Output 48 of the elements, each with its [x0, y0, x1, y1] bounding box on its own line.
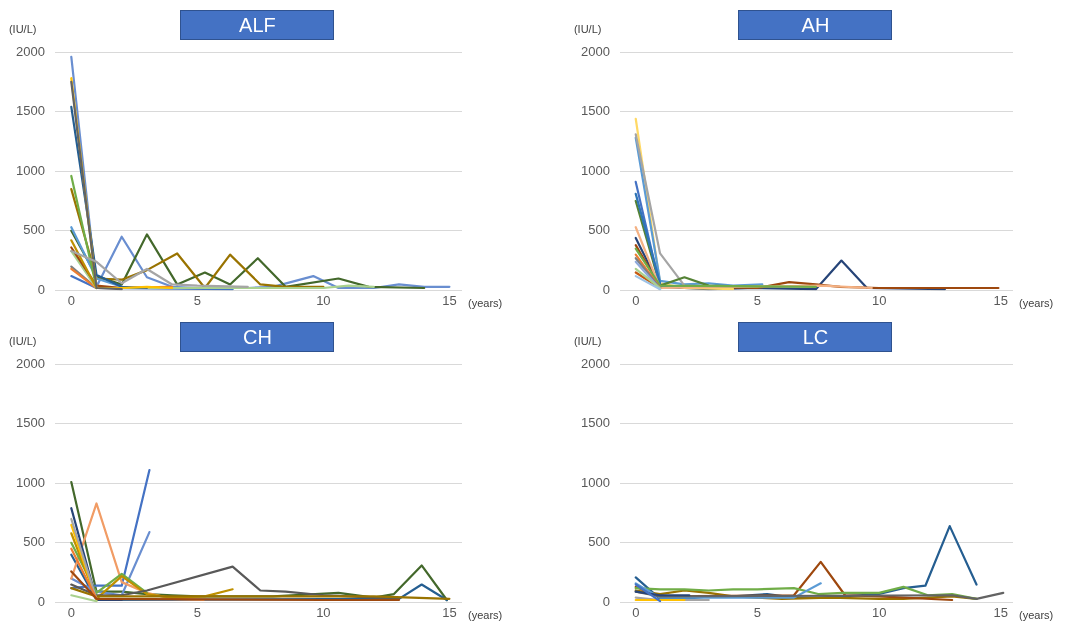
x-tick-label: 10 [316, 292, 331, 308]
y-tick-label: 1500 [581, 415, 610, 431]
x-tick-label: 5 [193, 292, 201, 308]
y-tick-label: 500 [23, 222, 45, 238]
x-tick-label: 5 [193, 604, 201, 620]
y-tick-label: 0 [602, 281, 610, 297]
x-tick-label: 15 [442, 604, 457, 620]
y-tick-label: 1500 [16, 415, 45, 431]
x-axis-title: (years) [468, 297, 503, 310]
y-tick-label: 0 [37, 593, 45, 609]
chart-title: LC [738, 322, 893, 352]
y-axis-title: (IU/L) [8, 335, 37, 348]
x-tick-label: 0 [67, 604, 75, 620]
x-axis-title: (years) [1019, 609, 1054, 622]
y-tick-label: 0 [602, 593, 610, 609]
y-tick-label: 2000 [581, 355, 610, 371]
x-axis-title: (years) [1019, 297, 1054, 310]
y-tick-label: 1000 [581, 162, 610, 178]
y-tick-label: 0 [37, 281, 45, 297]
x-axis-title: (years) [468, 609, 503, 622]
y-tick-label: 1000 [16, 474, 45, 490]
x-tick-label: 15 [442, 292, 457, 308]
y-tick-label: 1500 [16, 103, 45, 119]
y-tick-label: 2000 [16, 355, 45, 371]
x-tick-label: 0 [632, 292, 640, 308]
x-tick-label: 0 [67, 292, 75, 308]
y-axis-title: (IU/L) [8, 23, 37, 36]
x-tick-label: 5 [753, 604, 762, 620]
y-axis-title: (IU/L) [573, 23, 602, 36]
chart-title: AH [738, 10, 893, 40]
x-tick-label: 10 [871, 292, 887, 308]
x-tick-label: 15 [993, 604, 1009, 620]
y-axis-title: (IU/L) [573, 335, 602, 348]
y-tick-label: 2000 [581, 43, 610, 59]
x-tick-label: 10 [871, 604, 887, 620]
y-tick-label: 1000 [581, 474, 610, 490]
x-tick-label: 0 [632, 604, 640, 620]
y-tick-label: 2000 [16, 43, 45, 59]
chart-title: CH [180, 322, 335, 352]
y-tick-label: 500 [588, 222, 610, 238]
x-tick-label: 10 [316, 604, 331, 620]
y-tick-label: 500 [23, 534, 45, 550]
x-tick-label: 5 [753, 292, 762, 308]
chart-title: ALF [180, 10, 335, 40]
y-tick-label: 1000 [16, 162, 45, 178]
x-tick-label: 15 [993, 292, 1009, 308]
y-tick-label: 500 [588, 534, 610, 550]
y-tick-label: 1500 [581, 103, 610, 119]
